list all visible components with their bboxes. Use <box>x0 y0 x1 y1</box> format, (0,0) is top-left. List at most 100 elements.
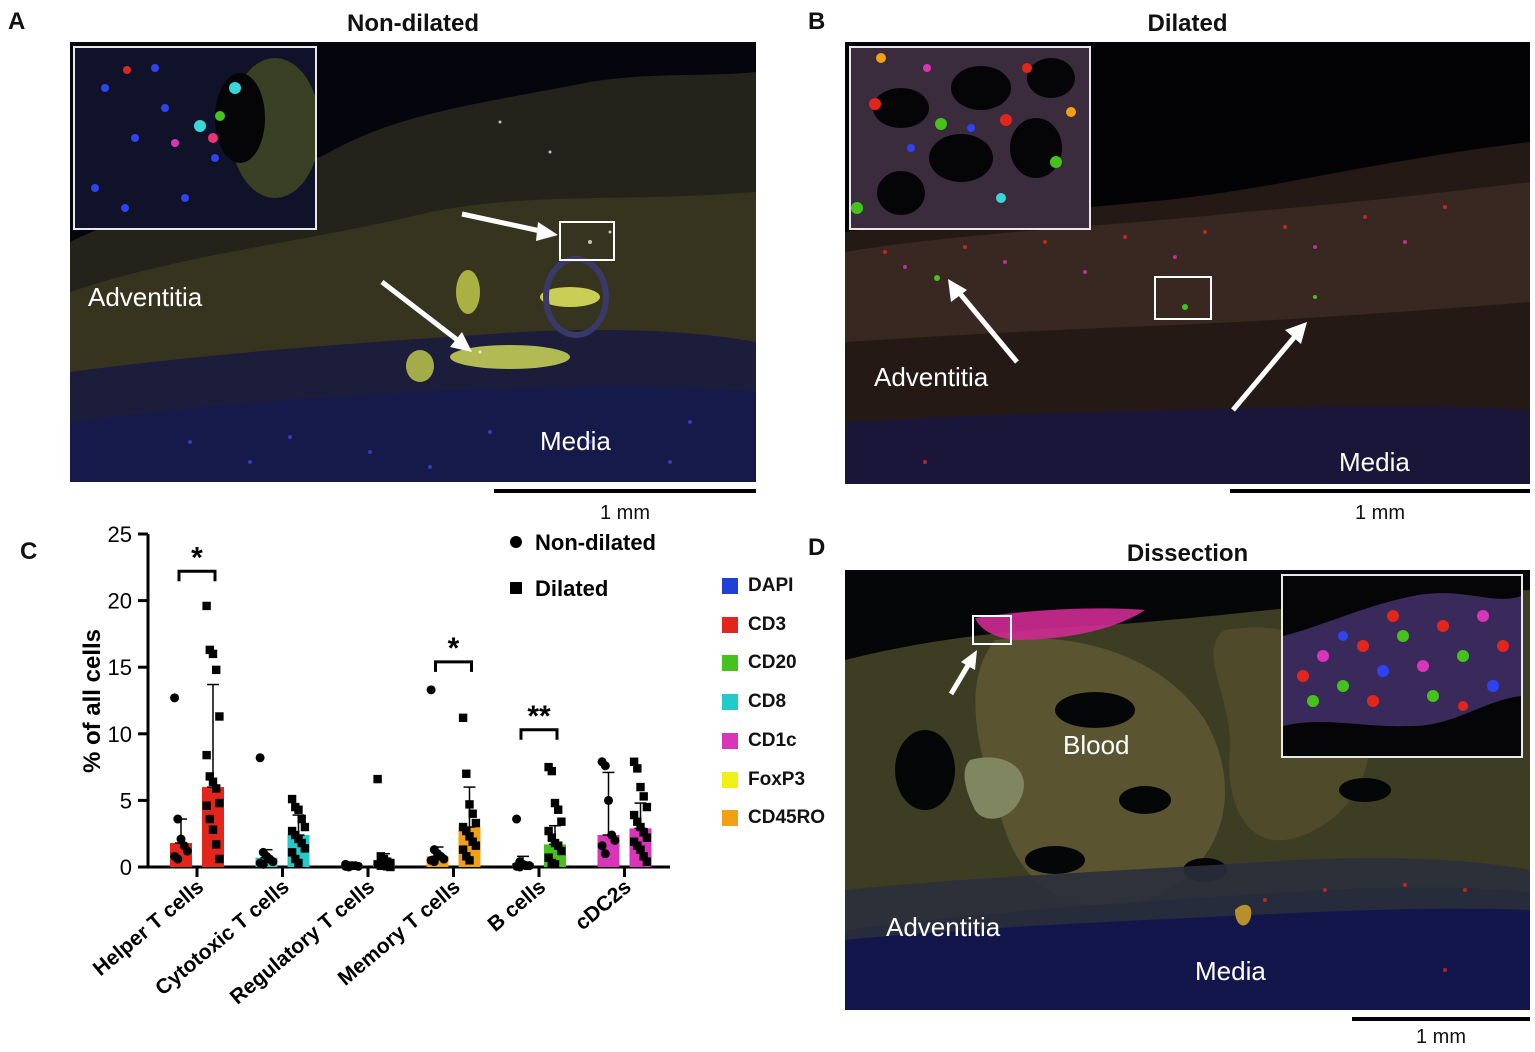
panel-d-micrograph: Blood Adventitia Media <box>845 570 1530 1010</box>
panel-b-scalebar <box>1230 489 1530 493</box>
data-point-square <box>294 805 303 814</box>
panel-b-micrograph: Adventitia Media <box>845 42 1530 484</box>
data-point-circle <box>610 835 620 845</box>
data-point-square <box>287 848 297 857</box>
data-point-square <box>215 712 224 721</box>
significance-label: ** <box>527 700 551 733</box>
marker-swatch <box>722 771 738 788</box>
marker-legend-cd45ro: CD45RO <box>722 807 825 829</box>
data-point-circle <box>515 862 525 872</box>
panel-d-letter: D <box>808 534 826 561</box>
data-point-square <box>462 826 471 836</box>
data-point-square <box>465 800 474 809</box>
data-point-circle <box>597 841 607 851</box>
panel-a-media-label: Media <box>540 426 611 456</box>
panel-a-title: Non-dilated <box>347 10 479 37</box>
data-point-circle <box>604 795 613 805</box>
data-point-circle <box>426 685 436 695</box>
data-point-square <box>215 854 224 864</box>
marker-legend-foxp3: FoxP3 <box>722 769 805 791</box>
marker-legend-cd8: CD8 <box>722 691 786 713</box>
legend-label: Dilated <box>535 576 608 601</box>
data-point-square <box>208 825 218 834</box>
data-point-square <box>547 766 556 776</box>
data-point-square <box>639 852 648 861</box>
marker-legend-dapi: DAPI <box>722 575 793 597</box>
data-point-square <box>554 841 563 850</box>
data-point-square <box>208 649 218 659</box>
data-point-square <box>212 840 221 849</box>
marker-swatch <box>722 732 738 749</box>
data-point-square <box>300 822 310 832</box>
data-point-square <box>550 798 560 808</box>
data-point-square <box>215 798 224 808</box>
panel-b-media-label: Media <box>1339 447 1410 477</box>
data-point-square <box>471 818 481 828</box>
data-point-square <box>557 846 566 856</box>
data-point-square <box>468 809 477 818</box>
panel-b-inset <box>849 46 1091 230</box>
data-point-square <box>212 784 221 793</box>
y-tick-label: 0 <box>120 855 132 880</box>
data-point-square <box>205 772 214 781</box>
data-point-square <box>636 822 645 832</box>
data-point-circle <box>353 861 363 871</box>
y-tick-label: 5 <box>120 788 132 813</box>
marker-label: DAPI <box>748 575 794 596</box>
data-point-square <box>202 801 211 810</box>
marker-swatch <box>722 810 738 827</box>
data-point-square <box>544 853 553 862</box>
legend-marker-circle <box>510 536 522 548</box>
panel-a-scalebar <box>494 489 756 493</box>
data-point-square <box>373 774 382 784</box>
data-point-square <box>386 862 395 872</box>
data-point-square <box>633 764 642 773</box>
marker-legend-cd1c: CD1c <box>722 730 797 752</box>
marker-swatch <box>722 694 738 711</box>
panel-b-adventitia-label: Adventitia <box>874 362 989 392</box>
panel-a-adventitia-label: Adventitia <box>88 282 203 312</box>
data-point-circle <box>600 849 610 859</box>
data-point-square <box>633 817 642 826</box>
data-point-square <box>465 856 474 865</box>
panel-a-scale-label: 1 mm <box>600 502 650 524</box>
x-tick-label: Regulatory T cells <box>226 875 379 1009</box>
panel-d-inset <box>1281 574 1523 758</box>
data-point-square <box>300 844 310 853</box>
panel-d-adventitia-label: Adventitia <box>886 912 1001 942</box>
marker-label: CD20 <box>748 652 797 674</box>
data-point-square <box>287 794 297 804</box>
data-point-square <box>636 782 645 792</box>
data-point-square <box>629 810 639 820</box>
data-point-square <box>642 802 652 812</box>
data-point-square <box>554 805 563 814</box>
panel-d-blood-label: Blood <box>1063 730 1130 760</box>
y-tick-label: 20 <box>108 589 132 614</box>
data-point-square <box>547 833 556 842</box>
marker-label: CD1c <box>748 729 797 751</box>
data-point-square <box>462 769 471 778</box>
panel-a-inset <box>73 46 317 230</box>
data-point-square <box>642 857 652 866</box>
panel-c-letter: C <box>20 538 38 565</box>
marker-label: FoxP3 <box>748 768 806 790</box>
data-point-square <box>205 814 214 824</box>
marker-label: CD45RO <box>748 807 826 829</box>
data-point-square <box>294 858 303 868</box>
panel-d-title: Dissection <box>1126 540 1249 567</box>
data-point-square <box>202 601 211 611</box>
marker-legend-cd20: CD20 <box>722 652 797 674</box>
significance-label: * <box>448 632 460 665</box>
significance-bracket <box>177 569 217 582</box>
data-point-square <box>544 826 553 836</box>
data-point-circle <box>258 859 268 869</box>
marker-swatch <box>722 616 738 633</box>
data-point-square <box>636 845 645 854</box>
data-point-circle <box>176 834 186 844</box>
data-point-circle <box>429 857 439 867</box>
y-axis-label: % of all cells <box>79 629 106 773</box>
data-point-circle <box>268 857 278 867</box>
significance-label: * <box>191 541 203 574</box>
data-point-circle <box>512 814 522 824</box>
legend-marker-square <box>510 582 522 594</box>
